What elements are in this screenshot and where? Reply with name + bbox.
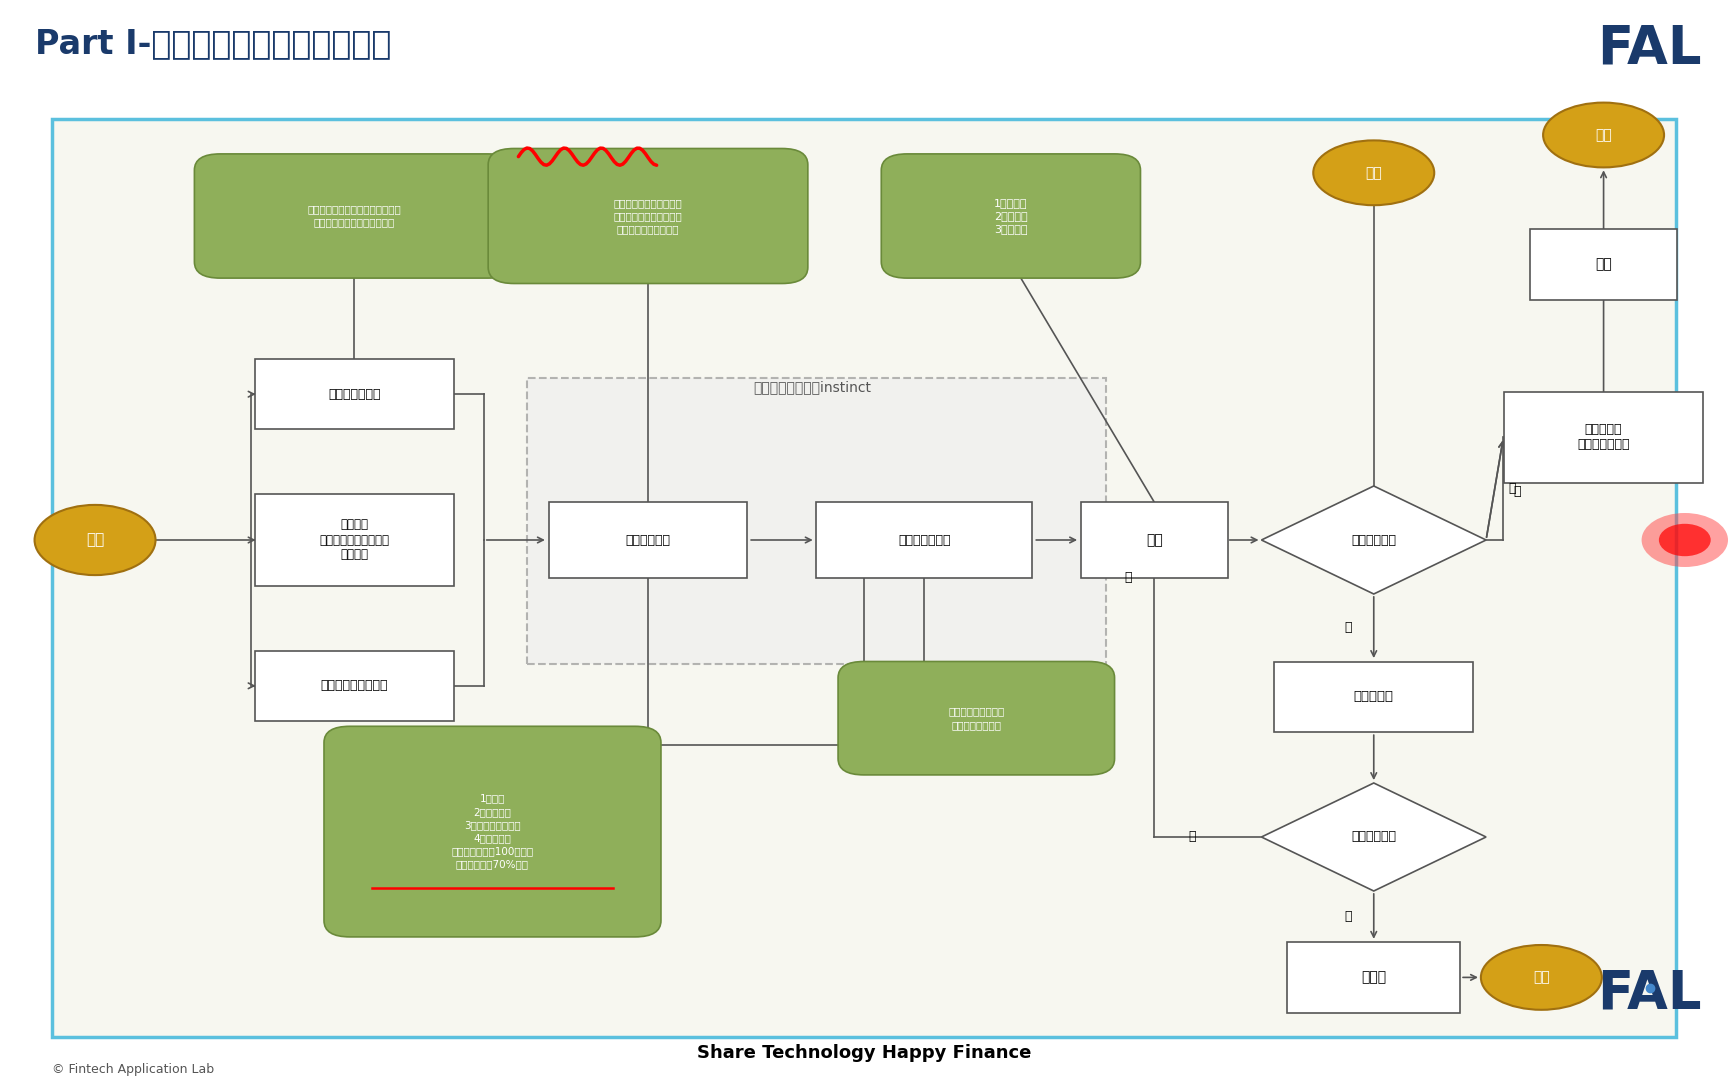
FancyBboxPatch shape [1503,391,1702,483]
Text: 黑名单: 黑名单 [1362,971,1386,984]
FancyBboxPatch shape [838,661,1115,775]
Text: 否: 否 [1514,485,1521,498]
Text: 1、清白件
2、疑似件
3、高危件: 1、清白件 2、疑似件 3、高危件 [994,198,1028,234]
Text: 申请欺诈防范系统instinct: 申请欺诈防范系统instinct [753,380,871,394]
Text: 否: 否 [1125,571,1132,584]
Circle shape [1642,513,1728,567]
Ellipse shape [35,504,156,575]
Text: 1、查重
2、重复申请
3、黑名单、灰名单
4、逻辑规则
目前已上线规则100多条，
欺诈拒绝比例70%左右: 1、查重 2、重复申请 3、黑名单、灰名单 4、逻辑规则 目前已上线规则100多… [451,794,534,869]
FancyBboxPatch shape [194,153,513,278]
FancyBboxPatch shape [1082,502,1227,578]
Text: 反欺诈团队: 反欺诈团队 [1353,690,1394,703]
Text: 渠道进件
（如腾聚、乐购、教育
机构等）: 渠道进件 （如腾聚、乐购、教育 机构等） [320,518,389,562]
FancyBboxPatch shape [1275,661,1472,732]
Text: 通过黑名单过滤掉一
部分欺诈业务进件: 通过黑名单过滤掉一 部分欺诈业务进件 [949,706,1004,730]
Text: 开始: 开始 [86,532,104,548]
Ellipse shape [1543,103,1664,167]
Text: Share Technology Happy Finance: Share Technology Happy Finance [696,1044,1032,1062]
Text: 结束: 结束 [1365,166,1382,179]
Text: 结束: 结束 [1533,971,1550,984]
Text: 结束: 结束 [1595,129,1612,141]
FancyBboxPatch shape [256,650,453,721]
Text: 是否确认异常: 是否确认异常 [1351,831,1396,843]
Ellipse shape [1481,945,1602,1010]
FancyBboxPatch shape [1531,229,1676,299]
Ellipse shape [1313,140,1434,205]
Text: 营业部销售系统进件: 营业部销售系统进件 [320,679,389,692]
Polygon shape [1261,486,1486,594]
FancyBboxPatch shape [52,119,1676,1037]
Text: 是: 是 [1344,909,1351,923]
Text: 规则管理系统: 规则管理系统 [626,534,670,546]
FancyBboxPatch shape [256,359,453,429]
Text: 是: 是 [1344,621,1351,634]
Text: 可能还包括其它业务，但不包括宜
农贷、宜车贷、宜房贷等业务: 可能还包括其它业务，但不包括宜 农贷、宜车贷、宜房贷等业务 [308,204,401,228]
FancyBboxPatch shape [527,378,1106,664]
Text: FAL: FAL [1598,968,1702,1020]
FancyBboxPatch shape [816,502,1033,578]
Polygon shape [1261,783,1486,891]
Text: 终审: 终审 [1595,258,1612,271]
FancyBboxPatch shape [256,495,453,585]
Text: 否: 否 [1509,482,1515,496]
FancyBboxPatch shape [323,726,660,936]
Text: 是否存在异常: 是否存在异常 [1351,534,1396,546]
Text: 否: 否 [1189,831,1196,843]
FancyBboxPatch shape [487,148,807,283]
Text: 初审意见；
贷款额度及分期: 初审意见； 贷款额度及分期 [1578,423,1630,451]
Circle shape [1659,524,1711,556]
Text: FAL: FAL [1598,23,1702,75]
Text: 自动反欺诈系统: 自动反欺诈系统 [899,534,950,546]
Text: 通过一些设定的规则和标
准，过滤掉一部分不必要
的进件，具体规准不知: 通过一些设定的规则和标 准，过滤掉一部分不必要 的进件，具体规准不知 [613,198,683,234]
Text: 初审: 初审 [1146,534,1163,546]
Text: © Fintech Application Lab: © Fintech Application Lab [52,1063,214,1076]
FancyBboxPatch shape [548,502,746,578]
Text: 宜人贷网站进件: 宜人贷网站进件 [328,388,380,401]
Text: Part I-新业务模式下信审流程简图: Part I-新业务模式下信审流程简图 [35,27,391,59]
FancyBboxPatch shape [1287,942,1460,1013]
FancyBboxPatch shape [881,153,1140,278]
